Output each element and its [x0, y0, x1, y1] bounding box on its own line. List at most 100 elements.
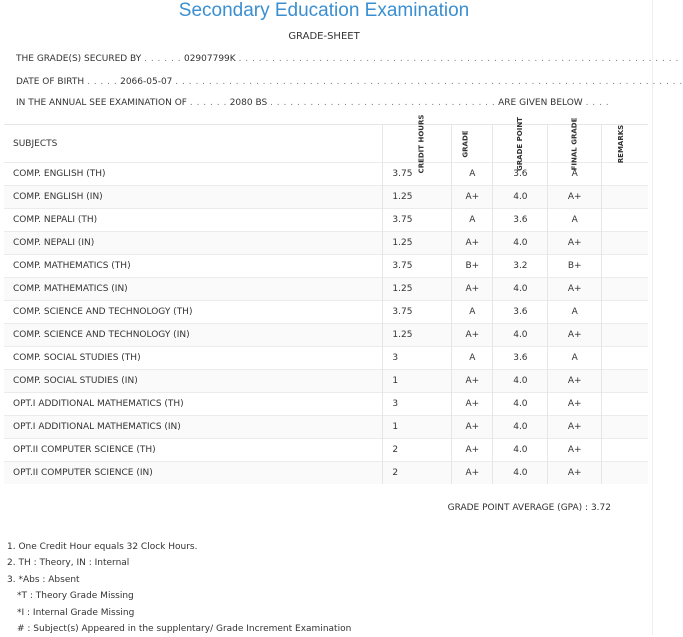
table-row: OPT.I ADDITIONAL MATHEMATICS (TH) 3 A+ 4.0 A…	[4, 392, 648, 416]
grade-point-cell: 4.0	[492, 392, 548, 416]
final-grade-cell: A+	[547, 392, 602, 416]
table-row: COMP. SCIENCE AND TECHNOLOGY (IN) 1.25 A+ 4…	[4, 323, 648, 347]
footnote: # : Subject(s) Appeared in the supplenta…	[17, 624, 352, 635]
gpa-value: 3.72	[590, 503, 611, 513]
credit-hours-cell: 1.25	[382, 185, 452, 209]
grade-cell: A+	[451, 438, 493, 462]
remarks-cell	[601, 277, 648, 301]
subject-cell: OPT.I ADDITIONAL MATHEMATICS (IN)	[4, 415, 383, 439]
grade-cell: A+	[451, 231, 493, 255]
final-grade-cell: A+	[547, 231, 602, 255]
gpa-label: GRADE POINT AVERAGE (GPA) :	[447, 503, 589, 513]
grade-sheet-heading: GRADE-SHEET	[288, 31, 360, 42]
dob-label: DATE OF BIRTH	[16, 77, 85, 87]
secured-by-label: THE GRADE(S) SECURED BY	[16, 54, 142, 64]
credit-hours-cell: 3.75	[382, 208, 452, 232]
table-header-row: SUBJECTS CREDIT HOURS GRADE GRADE POINT …	[4, 114, 648, 173]
grade-point-cell: 3.6	[492, 208, 548, 232]
dot-leader: . . . .	[585, 98, 610, 108]
grade-sheet: Secondary Education Examination GRADE-SH…	[4, 0, 683, 637]
final-grade-header: FINAL GRADE	[547, 117, 602, 170]
subject-cell: COMP. MATHEMATICS (IN)	[4, 277, 383, 301]
dot-leader: . . . . . .	[189, 98, 227, 108]
grade-cell: A+	[451, 369, 493, 393]
credit-hours-cell: 1	[382, 369, 452, 393]
remarks-cell	[601, 162, 648, 186]
remarks-cell	[601, 231, 648, 255]
grade-point-cell: 4.0	[492, 323, 548, 347]
remarks-header: REMARKS	[601, 124, 648, 163]
remarks-cell	[601, 438, 648, 462]
remarks-cell	[601, 208, 648, 232]
remarks-cell	[601, 415, 648, 439]
final-grade-cell: A+	[547, 185, 602, 209]
grade-point-cell: 4.0	[492, 415, 548, 439]
footnote: *T : Theory Grade Missing	[17, 591, 134, 602]
grade-cell: B+	[451, 254, 493, 278]
final-grade-cell: A+	[547, 277, 602, 301]
credit-hours-cell: 3.75	[382, 162, 452, 186]
credit-hours-header: CREDIT HOURS	[382, 114, 452, 173]
remarks-cell	[601, 185, 648, 209]
footnote: 2. TH : Theory, IN : Internal	[7, 558, 130, 569]
final-grade-cell: B+	[547, 254, 602, 278]
credit-hours-cell: 1	[382, 415, 452, 439]
credit-hours-cell: 1.25	[382, 231, 452, 255]
final-grade-cell: A	[547, 300, 602, 324]
final-grade-cell: A	[547, 162, 602, 186]
dot-leader: . . . . . . . . . . . . . . . . . . . . …	[238, 54, 683, 64]
grade-point-cell: 3.6	[492, 162, 548, 186]
dot-leader: . . . . .	[86, 77, 118, 87]
credit-hours-cell: 3.75	[382, 254, 452, 278]
final-grade-cell: A	[547, 346, 602, 370]
remarks-cell	[601, 254, 648, 278]
remarks-cell	[601, 300, 648, 324]
grade-cell: A	[451, 208, 493, 232]
credit-hours-cell: 2	[382, 438, 452, 462]
subject-cell: COMP. NEPALI (TH)	[4, 208, 383, 232]
table-row: OPT.I ADDITIONAL MATHEMATICS (IN) 1 A+ 4.0 A…	[4, 415, 648, 439]
page-title: Secondary Education Examination	[178, 0, 470, 21]
dot-leader: . . . . . . . . . . . . . . . . . . . . …	[270, 98, 496, 108]
grade-point-cell: 4.0	[492, 438, 548, 462]
credit-hours-cell: 3.75	[382, 300, 452, 324]
subject-cell: COMP. SOCIAL STUDIES (TH)	[4, 346, 383, 370]
gpa-summary: GRADE POINT AVERAGE (GPA) : 3.72	[448, 503, 611, 513]
subject-cell: OPT.II COMPUTER SCIENCE (IN)	[4, 461, 383, 484]
grade-cell: A	[451, 300, 493, 324]
table-row: COMP. SOCIAL STUDIES (IN) 1 A+ 4.0 A+	[4, 369, 648, 393]
grade-point-cell: 4.0	[492, 185, 548, 209]
grade-cell: A+	[451, 185, 493, 209]
grade-cell: A+	[451, 277, 493, 301]
grade-point-cell: 4.0	[492, 277, 548, 301]
exam-label: IN THE ANNUAL SEE EXAMINATION OF	[16, 98, 187, 108]
credit-hours-cell: 1.25	[382, 277, 452, 301]
credit-hours-cell: 2	[382, 461, 452, 484]
grade-header: GRADE	[451, 124, 493, 163]
dot-leader: . . . . . .	[144, 54, 182, 64]
final-grade-cell: A+	[547, 369, 602, 393]
final-grade-cell: A	[547, 208, 602, 232]
footnote: 1. One Credit Hour equals 32 Clock Hours…	[7, 542, 198, 552]
grade-point-cell: 3.6	[492, 300, 548, 324]
remarks-cell	[601, 323, 648, 347]
footnotes: 1. One Credit Hour equals 32 Clock Hours…	[7, 539, 351, 637]
table-row: OPT.II COMPUTER SCIENCE (IN) 2 A+ 4.0 A+	[4, 461, 648, 484]
table-row: COMP. SOCIAL STUDIES (TH) 3 A 3.6 A	[4, 346, 648, 370]
table-row: COMP. NEPALI (TH) 3.75 A 3.6 A	[4, 208, 648, 232]
grade-point-header: GRADE POINT	[492, 117, 548, 170]
footnote: 3. *Abs : Absent	[7, 574, 80, 585]
grade-cell: A	[451, 346, 493, 370]
dob-line: DATE OF BIRTH . . . . . 2066-05-07 . . .…	[16, 77, 683, 87]
grade-point-cell: 3.6	[492, 346, 548, 370]
grade-point-cell: 4.0	[492, 369, 548, 393]
subject-cell: COMP. SCIENCE AND TECHNOLOGY (IN)	[4, 323, 383, 347]
grade-cell: A+	[451, 461, 493, 484]
table-row: COMP. SCIENCE AND TECHNOLOGY (TH) 3.75 A 3.…	[4, 300, 648, 324]
remarks-cell	[601, 369, 648, 393]
exam-year: 2080 BS	[229, 98, 268, 108]
grade-point-cell: 4.0	[492, 461, 548, 484]
grades-table-body: COMP. ENGLISH (TH) 3.75 A 3.6 A COMP. ENGLIS…	[4, 162, 648, 484]
subject-cell: OPT.II COMPUTER SCIENCE (TH)	[4, 438, 383, 462]
subject-cell: OPT.I ADDITIONAL MATHEMATICS (TH)	[4, 392, 383, 416]
